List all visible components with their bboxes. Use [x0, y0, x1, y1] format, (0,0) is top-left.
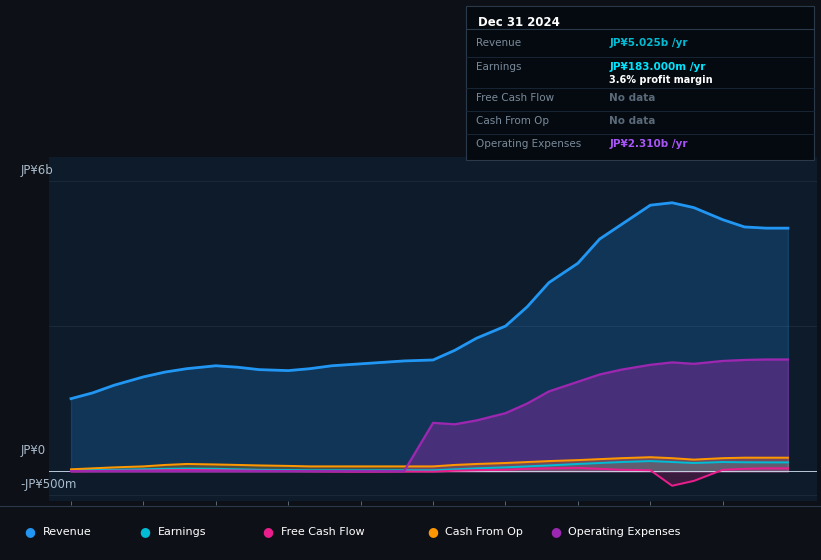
Text: No data: No data [609, 93, 655, 103]
Text: 3.6% profit margin: 3.6% profit margin [609, 74, 713, 85]
Text: ●: ● [550, 525, 561, 539]
Text: ●: ● [140, 525, 150, 539]
Text: JP¥2.310b /yr: JP¥2.310b /yr [609, 139, 688, 149]
Text: Operating Expenses: Operating Expenses [568, 527, 681, 537]
Text: Cash From Op: Cash From Op [476, 116, 549, 126]
Text: Revenue: Revenue [43, 527, 91, 537]
Text: JP¥6b: JP¥6b [21, 164, 53, 178]
Text: ●: ● [263, 525, 273, 539]
Text: Operating Expenses: Operating Expenses [476, 139, 581, 149]
Text: ●: ● [25, 525, 35, 539]
Text: JP¥183.000m /yr: JP¥183.000m /yr [609, 62, 705, 72]
Text: JP¥5.025b /yr: JP¥5.025b /yr [609, 38, 688, 48]
Text: Earnings: Earnings [158, 527, 206, 537]
Text: Cash From Op: Cash From Op [445, 527, 523, 537]
Text: Free Cash Flow: Free Cash Flow [476, 93, 554, 103]
Text: Earnings: Earnings [476, 62, 521, 72]
Text: Free Cash Flow: Free Cash Flow [281, 527, 365, 537]
Text: JP¥0: JP¥0 [21, 444, 46, 458]
Text: Revenue: Revenue [476, 38, 521, 48]
Text: Dec 31 2024: Dec 31 2024 [478, 16, 560, 29]
Text: No data: No data [609, 116, 655, 126]
Text: ●: ● [427, 525, 438, 539]
Text: -JP¥500m: -JP¥500m [21, 478, 77, 491]
